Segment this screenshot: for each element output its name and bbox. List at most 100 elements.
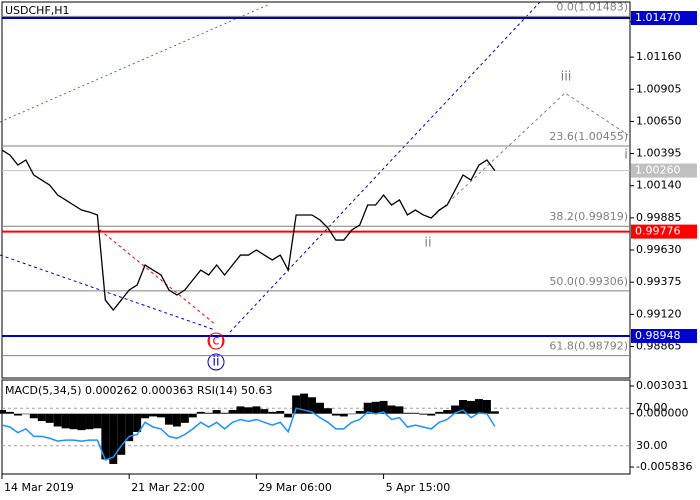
macd-bar <box>419 413 428 415</box>
macd-bar <box>459 400 468 414</box>
macd-bar <box>387 405 396 414</box>
chart-title: USDCHF,H1 <box>5 4 70 17</box>
x-tick-label: 29 Mar 06:00 <box>258 481 331 494</box>
macd-bar <box>157 413 165 418</box>
wave-label: (c) <box>207 334 224 349</box>
macd-bar <box>467 400 475 414</box>
price-tag <box>631 329 697 344</box>
macd-bar <box>323 408 332 414</box>
macd-bar <box>5 411 14 414</box>
wave-circle <box>207 353 225 371</box>
macd-bar <box>435 411 444 414</box>
macd-bar <box>411 412 420 414</box>
macd-bar <box>164 413 173 425</box>
price-tag-label: 0.99776 <box>635 225 681 238</box>
x-tick-label: 21 Mar 22:00 <box>131 481 204 494</box>
macd-bar <box>403 412 412 414</box>
wave-label: iii <box>561 70 572 85</box>
macd-bar <box>101 413 110 460</box>
macd-bar <box>220 412 229 414</box>
macd-bar <box>331 413 340 416</box>
macd-bar <box>196 411 205 414</box>
y-tick-label: 1.01160 <box>636 50 682 63</box>
wave-label: ii <box>424 236 431 251</box>
macd-bar <box>180 413 189 423</box>
indicator-title: MACD(5,34,5) 0.000262 0.000363 RSI(14) 5… <box>5 384 272 397</box>
price-tag-label: 0.98948 <box>635 329 681 342</box>
y-tick-label: -0.005836 <box>636 460 692 473</box>
macd-bar <box>427 413 436 416</box>
macd-bar <box>347 413 356 415</box>
macd-bar <box>292 395 301 414</box>
macd-bar <box>37 413 46 422</box>
y-tick-label: 0.99375 <box>636 275 682 288</box>
macd-bar <box>188 413 197 418</box>
y-tick-label: 0.000000 <box>636 407 689 420</box>
macd-bar <box>13 413 22 416</box>
macd-bar <box>45 413 54 423</box>
macd-bar <box>93 413 102 429</box>
price-tag-label: 1.01470 <box>635 11 681 24</box>
trend-line <box>434 92 629 216</box>
macd-bar <box>395 406 404 414</box>
macd-bar <box>109 413 118 464</box>
macd-bar <box>308 397 316 414</box>
y-tick-label: 1.00650 <box>636 114 682 127</box>
price-tag <box>631 224 697 239</box>
y-tick-label: 1.00395 <box>636 147 682 160</box>
x-tick-label: 5 Apr 15:00 <box>386 481 451 494</box>
macd-bar <box>125 413 134 442</box>
macd-bar <box>228 410 237 414</box>
trend-line <box>0 254 216 331</box>
macd-bar <box>474 399 483 414</box>
macd-bar <box>53 413 62 427</box>
macd-bar <box>133 413 142 432</box>
price-line <box>1 149 496 312</box>
macd-bar <box>490 411 499 414</box>
y-tick-label: 1.00140 <box>636 179 682 192</box>
macd-bar <box>339 413 348 417</box>
macd-bar <box>149 413 158 417</box>
macd-bar <box>236 406 245 414</box>
macd-bar <box>363 402 372 414</box>
macd-bar <box>379 400 388 414</box>
macd-bar <box>85 413 94 430</box>
rsi-line <box>1 407 496 461</box>
y-tick-label: 0.003031 <box>636 379 689 392</box>
macd-bar <box>482 400 491 414</box>
fib-label: 61.8(0.98792) <box>549 340 628 353</box>
wave-label: ii <box>212 355 219 370</box>
fib-label: 50.0(0.99306) <box>549 275 628 288</box>
price-tag <box>631 163 697 178</box>
macd-bar <box>300 393 309 414</box>
y2-tick-label: 70.00 <box>636 401 668 414</box>
macd-bar <box>355 410 364 414</box>
macd-bar <box>212 410 221 414</box>
macd-bar <box>117 413 126 455</box>
trend-line <box>99 229 217 326</box>
fib-label: 23.6(1.00455) <box>549 130 628 143</box>
macd-bar <box>244 407 253 414</box>
y-tick-label: 1.00905 <box>636 82 682 95</box>
macd-bar <box>443 410 452 414</box>
macd-bar <box>69 413 78 430</box>
y-tick-label: 0.99885 <box>636 211 682 224</box>
macd-bar <box>316 402 324 414</box>
macd-bar <box>29 413 38 419</box>
y-tick-label: 0.99120 <box>636 307 682 320</box>
macd-bar <box>77 413 86 431</box>
y2-tick-label: 30.00 <box>636 439 668 452</box>
macd-bar <box>276 410 285 414</box>
wave-circle <box>207 332 225 350</box>
trend-line <box>0 3 271 123</box>
macd-bar <box>268 411 277 414</box>
macd-bar <box>141 413 150 419</box>
macd-bar <box>252 406 261 414</box>
macd-bar <box>451 405 460 414</box>
trend-line <box>229 1 541 333</box>
y-tick-label: 0.99630 <box>636 243 682 256</box>
main-frame <box>1 1 631 379</box>
macd-bar <box>172 413 181 427</box>
macd-bar <box>260 409 269 414</box>
